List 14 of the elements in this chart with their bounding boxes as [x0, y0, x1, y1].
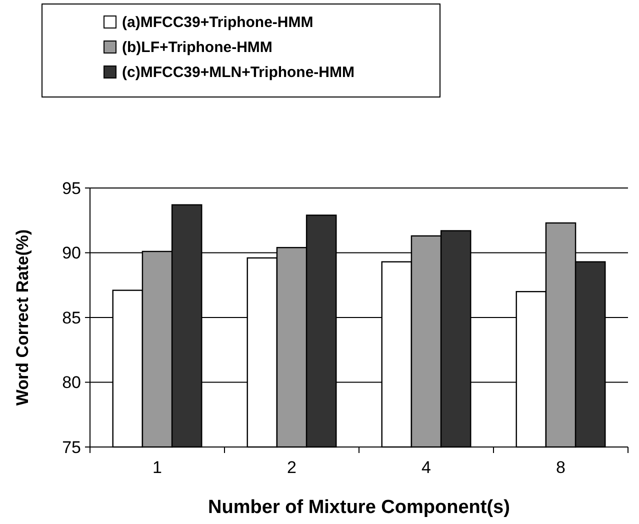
y-tick-label: 75: [62, 438, 81, 457]
x-axis-title: Number of Mixture Component(s): [208, 497, 510, 518]
legend-label: (b)LF+Triphone-HMM: [122, 39, 272, 56]
y-tick-label: 90: [62, 244, 81, 263]
legend-label: (a)MFCC39+Triphone-HMM: [122, 14, 314, 31]
x-tick-label: 4: [422, 458, 431, 477]
x-tick-label: 2: [287, 458, 296, 477]
x-tick-label: 8: [556, 458, 566, 477]
y-tick-label: 95: [62, 178, 81, 198]
y-tick-label: 85: [62, 308, 81, 328]
y-tick-label: 80: [62, 373, 81, 392]
x-tick-label: 1: [152, 458, 162, 477]
legend-label: (c)MFCC39+MLN+Triphone-HMM: [122, 64, 354, 81]
y-axis-title: Word Correct Rate(%): [13, 229, 32, 406]
